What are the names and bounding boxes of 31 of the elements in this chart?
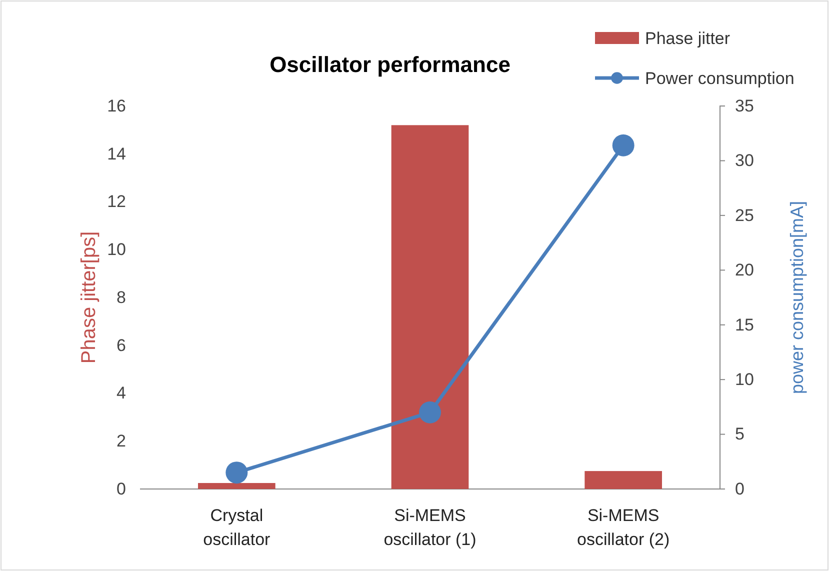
y-tick-label: 0 xyxy=(116,479,126,498)
x-tick-label: Crystal oscillator xyxy=(203,506,271,549)
point xyxy=(612,134,634,156)
y-tick-label: 8 xyxy=(116,288,126,307)
legend-label: Phase jitter xyxy=(645,29,730,48)
bar xyxy=(584,471,662,489)
bar xyxy=(198,483,276,489)
y-tick-label: 6 xyxy=(116,336,126,355)
bar xyxy=(391,125,469,489)
y-tick-label: 16 xyxy=(107,96,126,116)
chart-title: Oscillator performance xyxy=(270,52,510,77)
x-tick-label: Si-MEMS oscillator (2) xyxy=(577,506,670,549)
y-tick-label: 2 xyxy=(116,432,126,451)
y2-tick-label: 30 xyxy=(735,151,754,170)
x-tick-label: Si-MEMS oscillator (1) xyxy=(384,506,476,549)
y2-tick-label: 35 xyxy=(735,96,754,116)
point xyxy=(226,462,248,484)
legend-label: Power consumption xyxy=(645,69,794,88)
y2-tick-label: 25 xyxy=(735,206,754,225)
y-tick-label: 10 xyxy=(107,240,126,260)
y2-tick-label: 0 xyxy=(735,479,744,498)
y2-tick-label: 15 xyxy=(735,315,754,334)
y2-tick-label: 10 xyxy=(735,370,754,390)
point xyxy=(419,401,441,424)
y-tick-label: 14 xyxy=(107,144,126,164)
y2-tick-label: 5 xyxy=(735,424,744,444)
y-tick-label: 12 xyxy=(107,192,126,212)
y2-axis-title: power consumption[mA] xyxy=(787,200,807,394)
y-axis-title: Phase jitter[ps] xyxy=(78,231,100,364)
y-tick-label: 4 xyxy=(116,384,126,403)
y2-tick-label: 20 xyxy=(735,260,754,280)
